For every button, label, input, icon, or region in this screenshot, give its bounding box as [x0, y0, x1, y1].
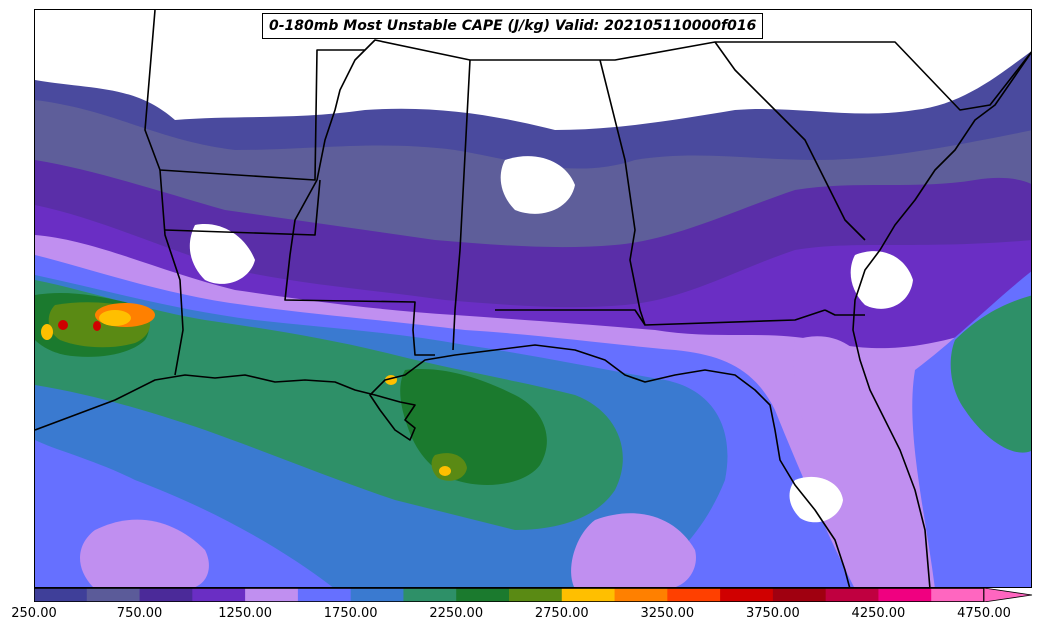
cape-hotspot-gulf	[439, 466, 451, 476]
colorbar-tick-label: 4250.00	[851, 606, 906, 621]
colorbar-segment	[456, 588, 510, 602]
cape-hotspot-red2	[93, 321, 101, 331]
colorbar-segment	[720, 588, 774, 602]
boundary-tx-la	[159, 169, 184, 376]
colorbar-segment	[509, 588, 563, 602]
colorbar-outline	[34, 588, 985, 602]
cape-lavender-pocket-sw	[80, 519, 209, 587]
no-cape-pocket-georgia	[850, 251, 913, 309]
colorbar-segment	[403, 588, 457, 602]
boundary-fl-north	[495, 309, 826, 326]
colorbar-segment	[931, 588, 985, 602]
colorbar-segment	[297, 588, 352, 602]
colorbar-segment	[350, 588, 404, 602]
cape-hotspot-yellow2	[41, 324, 53, 340]
no-cape-pocket-florida	[789, 476, 843, 523]
colorbar-segment	[34, 588, 88, 602]
cape-lavender-pocket-s	[571, 513, 696, 587]
colorbar-segment	[614, 588, 668, 602]
colorbar-tick-label: 750.00	[116, 606, 163, 621]
boundary-ga-sc	[714, 41, 866, 241]
boundary-ga-fl	[824, 309, 865, 316]
cape-map	[35, 10, 1031, 587]
colorbar	[34, 588, 1033, 602]
boundary-northern	[144, 10, 1031, 181]
boundaries	[35, 10, 1031, 587]
cape-green-east-region	[950, 295, 1031, 453]
colorbar-segment	[561, 588, 616, 602]
colorbar-extend-arrow	[983, 588, 1033, 602]
colorbar-segment	[245, 588, 299, 602]
map-frame	[34, 9, 1032, 588]
colorbar-segment	[192, 588, 246, 602]
cape-hotspot-yellow	[99, 310, 131, 326]
colorbar-tick-label: 1250.00	[218, 606, 272, 621]
colorbar-tick-label: 4750.00	[957, 606, 1011, 621]
colorbar-tick-label: 3750.00	[745, 606, 800, 621]
no-cape-pocket-texas	[189, 224, 255, 284]
cape-hotspot-red	[58, 320, 68, 330]
colorbar-segment	[878, 588, 932, 602]
colorbar-segment	[139, 588, 193, 602]
colorbar-segment	[772, 588, 827, 602]
colorbar-tick-label: 1750.00	[323, 606, 378, 621]
no-cape-pocket-alabama	[500, 156, 575, 214]
colorbar-segment	[86, 588, 141, 602]
boundary-la-ms	[284, 49, 435, 356]
boundary-ar-la	[164, 179, 321, 236]
colorbar-tick-label: 2250.00	[429, 606, 484, 621]
colorbar-segment	[825, 588, 879, 602]
colorbar-tick-label: 2750.00	[534, 606, 589, 621]
chart-title: 0-180mb Most Unstable CAPE (J/kg) Valid:…	[262, 13, 764, 39]
coastline-gulf	[35, 344, 851, 587]
boundary-ms-al	[452, 59, 471, 351]
colorbar-tick-label: 3250.00	[640, 606, 695, 621]
colorbar-tick-label: 250.00	[11, 606, 57, 621]
coastline-atlantic	[852, 51, 1031, 587]
cape-lavender-florida	[793, 336, 875, 489]
boundary-al-ga	[599, 59, 646, 326]
colorbar-segment	[667, 588, 721, 602]
